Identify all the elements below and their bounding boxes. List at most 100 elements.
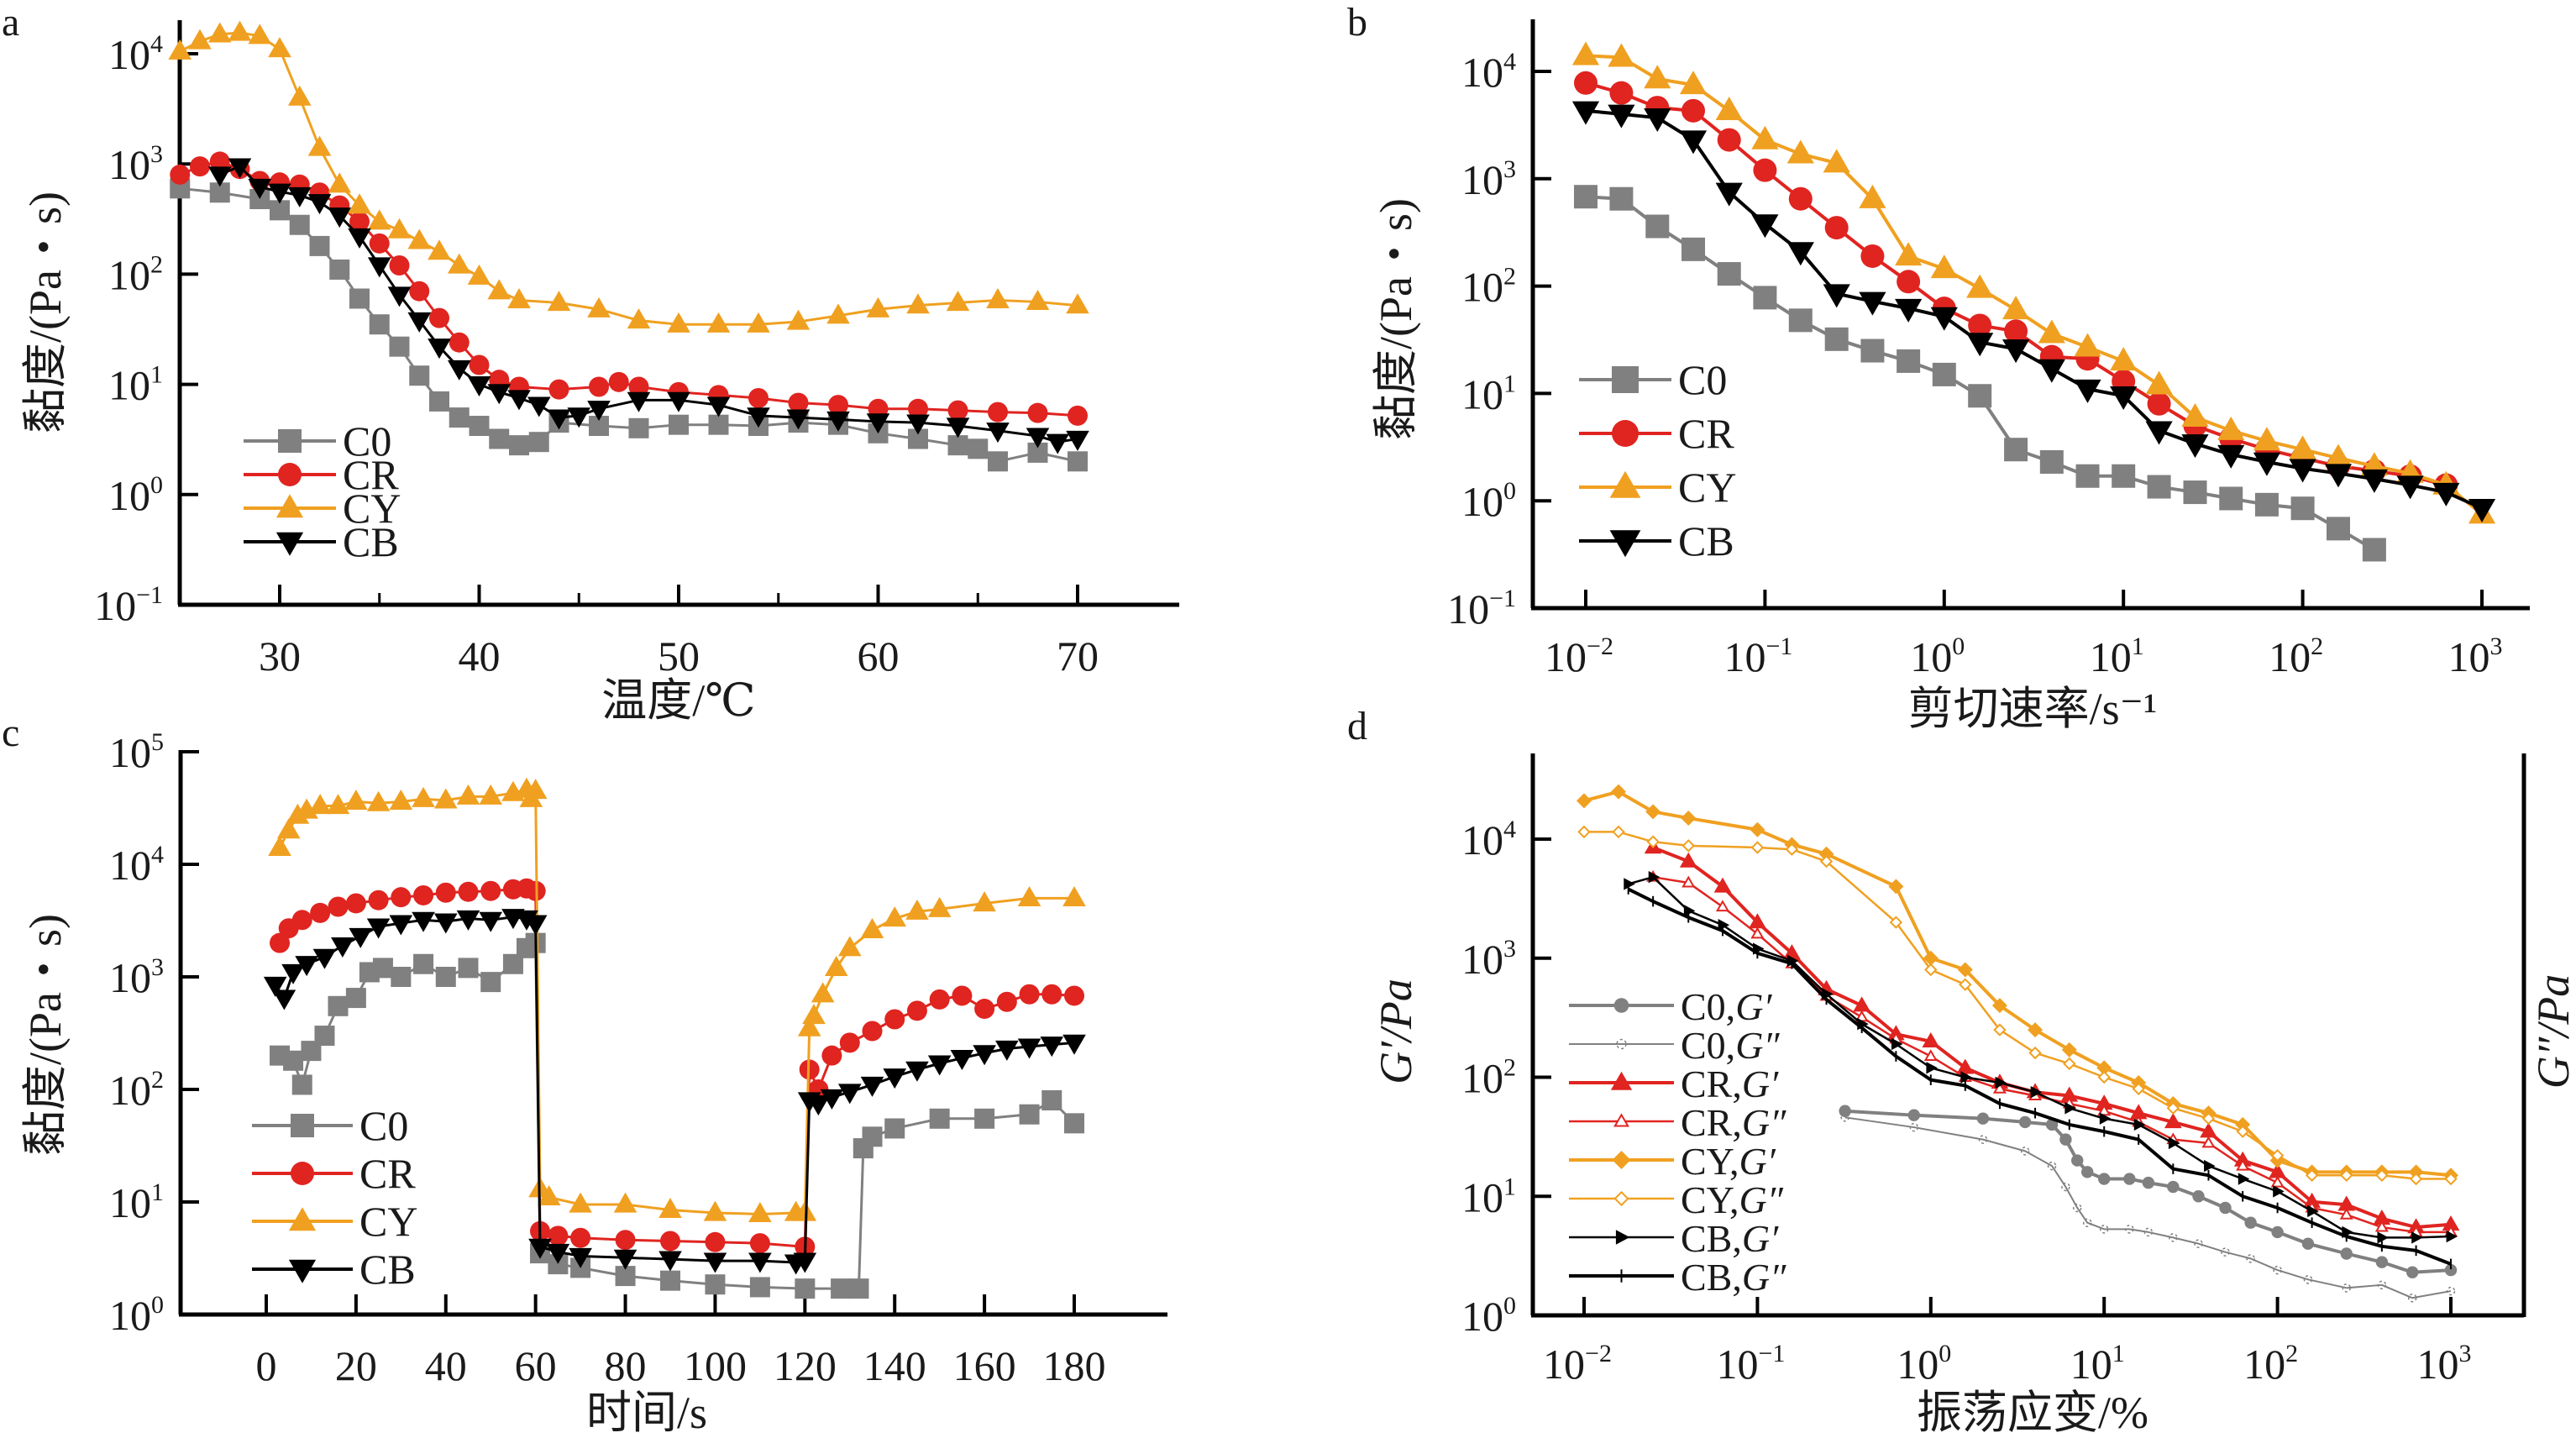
- marker-circle: [2123, 1173, 2136, 1185]
- marker-square: [278, 429, 302, 453]
- marker-diamond: [2061, 1042, 2077, 1058]
- marker-circle: [1609, 81, 1634, 105]
- marker-open-diamond: [1612, 825, 1625, 839]
- marker-triangle-down: [703, 1252, 727, 1273]
- x-tick-label: 40: [459, 632, 501, 680]
- marker-triangle-up: [367, 209, 391, 230]
- marker-square: [1612, 366, 1639, 393]
- marker-triangle-up: [2181, 402, 2209, 427]
- marker-square: [369, 314, 390, 335]
- marker-triangle-down: [2324, 464, 2353, 488]
- y-tick-label: 101: [108, 361, 163, 409]
- y-tick-label: 104: [1461, 816, 1516, 863]
- marker-triangle-up: [2002, 296, 2030, 320]
- x-tick-label: 60: [858, 632, 900, 680]
- marker-square: [795, 1278, 816, 1299]
- marker-triangle-down: [2432, 482, 2460, 506]
- marker-circle: [947, 400, 968, 421]
- marker-circle: [429, 307, 449, 328]
- marker-square: [947, 435, 968, 456]
- y-tick-label: 101: [1461, 370, 1516, 417]
- marker-open-diamond: [2444, 1172, 2458, 1186]
- marker-triangle-down: [706, 396, 731, 417]
- marker-square: [1041, 1089, 1062, 1110]
- marker-diamond: [2028, 1022, 2043, 1038]
- marker-circle: [1019, 984, 1040, 1005]
- marker-triangle-down: [2110, 386, 2138, 411]
- marker-triangle-up: [2164, 1113, 2182, 1129]
- series-cyg: [1577, 825, 2458, 1186]
- marker-square: [862, 1126, 883, 1147]
- marker-square: [929, 1108, 950, 1129]
- x-tick-label: 10−2: [1545, 632, 1613, 680]
- marker-triangle-down: [1046, 433, 1070, 454]
- marker-triangle-up: [479, 784, 503, 805]
- marker-circle: [821, 1045, 842, 1066]
- marker-triangle-up: [1895, 242, 1923, 266]
- marker-open-circle: [2446, 1286, 2456, 1296]
- marker-open-diamond: [2409, 1172, 2423, 1186]
- legend-item: C0: [252, 1102, 408, 1149]
- x-tick-label: 103: [2448, 632, 2503, 680]
- y-tick-label: 102: [108, 250, 163, 298]
- marker-triangle-up: [1679, 71, 1708, 95]
- marker-triangle-down: [837, 1084, 862, 1105]
- marker-open-diamond: [2063, 1057, 2076, 1071]
- legend-label: CB: [343, 518, 399, 565]
- marker-open-triangle: [2374, 1220, 2389, 1232]
- marker-triangle-up: [2442, 1215, 2460, 1231]
- legend-label: CB: [1678, 517, 1734, 564]
- marker-circle: [369, 233, 390, 254]
- legend: C0,G′C0,G″CR,G′CR,G″CY,G′CY,G″CB,G′CB,G″: [1569, 985, 1786, 1299]
- marker-triangle-up: [1571, 41, 1600, 66]
- marker-open-circle: [2061, 1182, 2070, 1192]
- marker-triangle-down: [866, 413, 890, 434]
- marker-circle: [389, 255, 410, 276]
- marker-triangle-up: [866, 297, 890, 318]
- series-cb: [207, 158, 1089, 454]
- marker-triangle-up: [2289, 435, 2316, 459]
- legend-label: CY,G″: [1681, 1178, 1784, 1221]
- x-tick-label: 100: [1897, 1340, 1951, 1388]
- plot-area-d: 100 101 102 103 104 10−2 10−1 100 101 102 103 C0,G′…: [1461, 753, 2526, 1388]
- marker-triangle-down: [1751, 214, 1779, 239]
- marker-square: [458, 958, 479, 979]
- marker-square: [1068, 451, 1088, 472]
- marker-square: [469, 416, 490, 437]
- x-tick-label: 101: [2070, 1340, 2125, 1388]
- marker-circle: [1897, 270, 1921, 294]
- marker-open-triangle: [2339, 1207, 2353, 1220]
- legend-item: CR: [244, 451, 399, 498]
- marker-triangle-down: [479, 911, 503, 932]
- marker-triangle-down: [569, 1247, 592, 1268]
- marker-triangle-down: [2253, 452, 2281, 476]
- marker-circle: [749, 1233, 770, 1254]
- y-tick-label: 103: [108, 140, 163, 188]
- marker-square: [669, 414, 689, 435]
- marker-square: [708, 414, 729, 435]
- legend-label: CB: [359, 1246, 416, 1293]
- marker-square: [1788, 308, 1813, 333]
- marker-triangle-up: [703, 1200, 727, 1221]
- y-axis-title-a: 黏度/(Pa・s): [20, 192, 71, 433]
- marker-diamond: [2408, 1164, 2424, 1180]
- marker-triangle-up: [826, 303, 850, 324]
- marker-triangle-down: [826, 411, 850, 432]
- series-c0g: [1839, 1105, 2458, 1278]
- marker-circle: [391, 887, 412, 908]
- marker-triangle-up: [905, 899, 929, 920]
- marker-circle: [2059, 1133, 2072, 1146]
- marker-triangle-up: [286, 803, 310, 824]
- marker-circle: [458, 881, 479, 902]
- marker-triangle-up: [748, 1202, 772, 1223]
- marker-circle: [908, 398, 928, 419]
- marker-triangle-right: [1718, 919, 1730, 932]
- marker-open-circle: [1840, 1113, 1849, 1122]
- marker-circle: [1027, 402, 1048, 423]
- marker-open-diamond: [2236, 1125, 2249, 1138]
- marker-circle: [170, 164, 191, 185]
- marker-triangle-down: [1608, 104, 1635, 129]
- marker-triangle-up: [487, 279, 512, 300]
